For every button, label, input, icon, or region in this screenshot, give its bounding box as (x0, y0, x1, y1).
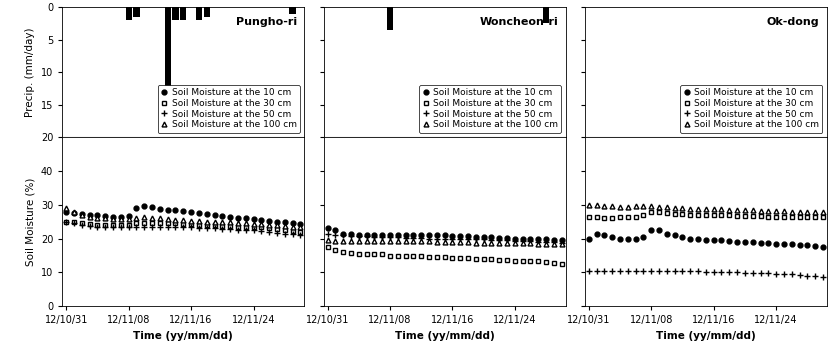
X-axis label: Time (yy/mm/dd): Time (yy/mm/dd) (134, 331, 234, 341)
Legend: Soil Moisture at the 10 cm, Soil Moisture at the 30 cm, Soil Moisture at the 50 : Soil Moisture at the 10 cm, Soil Moistur… (158, 85, 300, 133)
Text: Pungho-ri: Pungho-ri (236, 18, 297, 27)
Bar (289, 7, 296, 13)
Bar (543, 7, 549, 23)
Bar (196, 7, 202, 20)
Bar (165, 7, 171, 92)
Bar (125, 7, 132, 20)
X-axis label: Time (yy/mm/dd): Time (yy/mm/dd) (656, 331, 755, 341)
Bar (133, 7, 140, 17)
Bar (172, 7, 179, 20)
Bar (204, 7, 210, 17)
Bar (387, 7, 393, 30)
Legend: Soil Moisture at the 10 cm, Soil Moisture at the 30 cm, Soil Moisture at the 50 : Soil Moisture at the 10 cm, Soil Moistur… (681, 85, 823, 133)
Legend: Soil Moisture at the 10 cm, Soil Moisture at the 30 cm, Soil Moisture at the 50 : Soil Moisture at the 10 cm, Soil Moistur… (419, 85, 561, 133)
X-axis label: Time (yy/mm/dd): Time (yy/mm/dd) (395, 331, 494, 341)
Y-axis label: Soil Moisture (%): Soil Moisture (%) (26, 177, 36, 266)
Bar (180, 7, 186, 20)
Text: Woncheon-ri: Woncheon-ri (479, 18, 558, 27)
Text: Ok-dong: Ok-dong (767, 18, 819, 27)
Y-axis label: Precip. (mm/day): Precip. (mm/day) (26, 27, 36, 117)
